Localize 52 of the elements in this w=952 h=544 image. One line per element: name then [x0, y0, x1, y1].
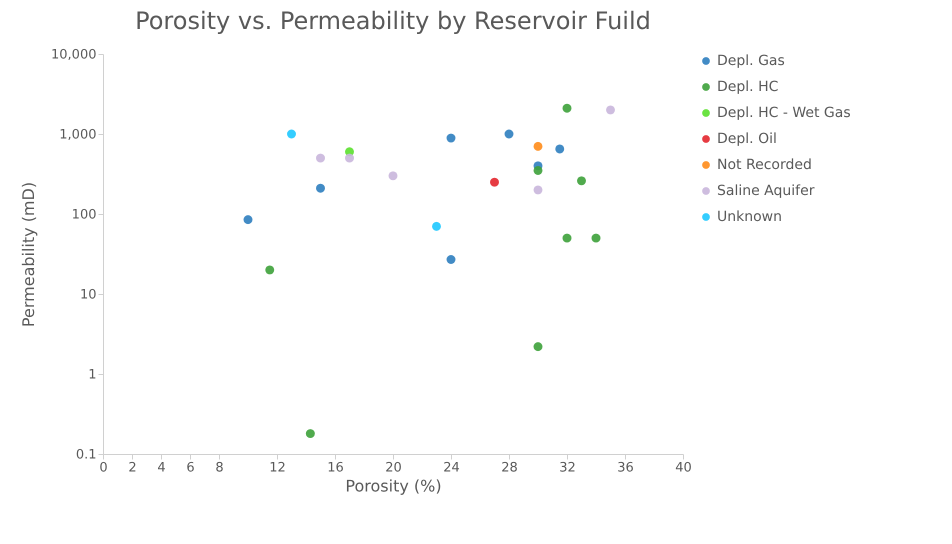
point: [534, 166, 542, 175]
legend-label: Not Recorded: [717, 157, 812, 173]
x-tick-label: 8: [215, 460, 224, 476]
x-tick-label: 20: [385, 460, 402, 476]
y-tick-label: 10,000: [51, 48, 96, 62]
x-tick-label: 2: [128, 460, 137, 476]
legend-label: Saline Aquifer: [717, 183, 815, 199]
y-tick-label: 1,000: [59, 128, 96, 142]
point: [592, 234, 600, 243]
point: [606, 105, 615, 114]
chart-title: Porosity vs. Permeability by Reservoir Fuild: [135, 7, 651, 35]
y-tick-label: 0.1: [76, 448, 96, 462]
x-tick-label: 4: [157, 460, 166, 476]
x-tick-label: 32: [559, 460, 576, 476]
point: [562, 234, 572, 243]
point: [534, 185, 542, 194]
legend-label: Depl. Oil: [717, 131, 777, 147]
x-tick-label: 0: [99, 460, 108, 476]
point: [388, 171, 398, 180]
point: [534, 342, 542, 352]
point: [316, 184, 325, 193]
point: [244, 215, 252, 224]
point: [265, 265, 274, 274]
point: [432, 222, 441, 231]
point: [446, 134, 456, 143]
y-tick-label: 10: [80, 288, 96, 302]
point: [534, 142, 542, 151]
x-tick-label: 12: [269, 460, 286, 476]
y-tick-label: 1: [88, 368, 96, 382]
x-tick-label: 36: [617, 460, 634, 476]
legend-label: Depl. HC - Wet Gas: [717, 105, 851, 121]
point: [306, 429, 315, 438]
y-axis-title: Permeability (mD): [19, 182, 38, 328]
x-tick-label: 28: [501, 460, 518, 476]
point: [287, 130, 296, 138]
point: [316, 154, 325, 163]
point: [562, 104, 572, 113]
point: [555, 144, 564, 154]
legend-label: Depl. Gas: [717, 53, 785, 69]
point: [446, 255, 456, 264]
x-axis-title: Porosity (%): [345, 476, 442, 496]
x-tick-label: 6: [186, 460, 195, 476]
x-tick-label: 40: [675, 460, 692, 476]
point: [504, 130, 514, 138]
x-tick-label: 24: [443, 460, 460, 476]
legend-label: Unknown: [717, 209, 782, 225]
y-tick-label: 100: [72, 208, 96, 222]
legend-label: Depl. HC: [717, 79, 779, 95]
point: [345, 154, 354, 163]
x-tick-label: 16: [327, 460, 344, 476]
point: [490, 178, 499, 187]
point: [577, 176, 586, 186]
